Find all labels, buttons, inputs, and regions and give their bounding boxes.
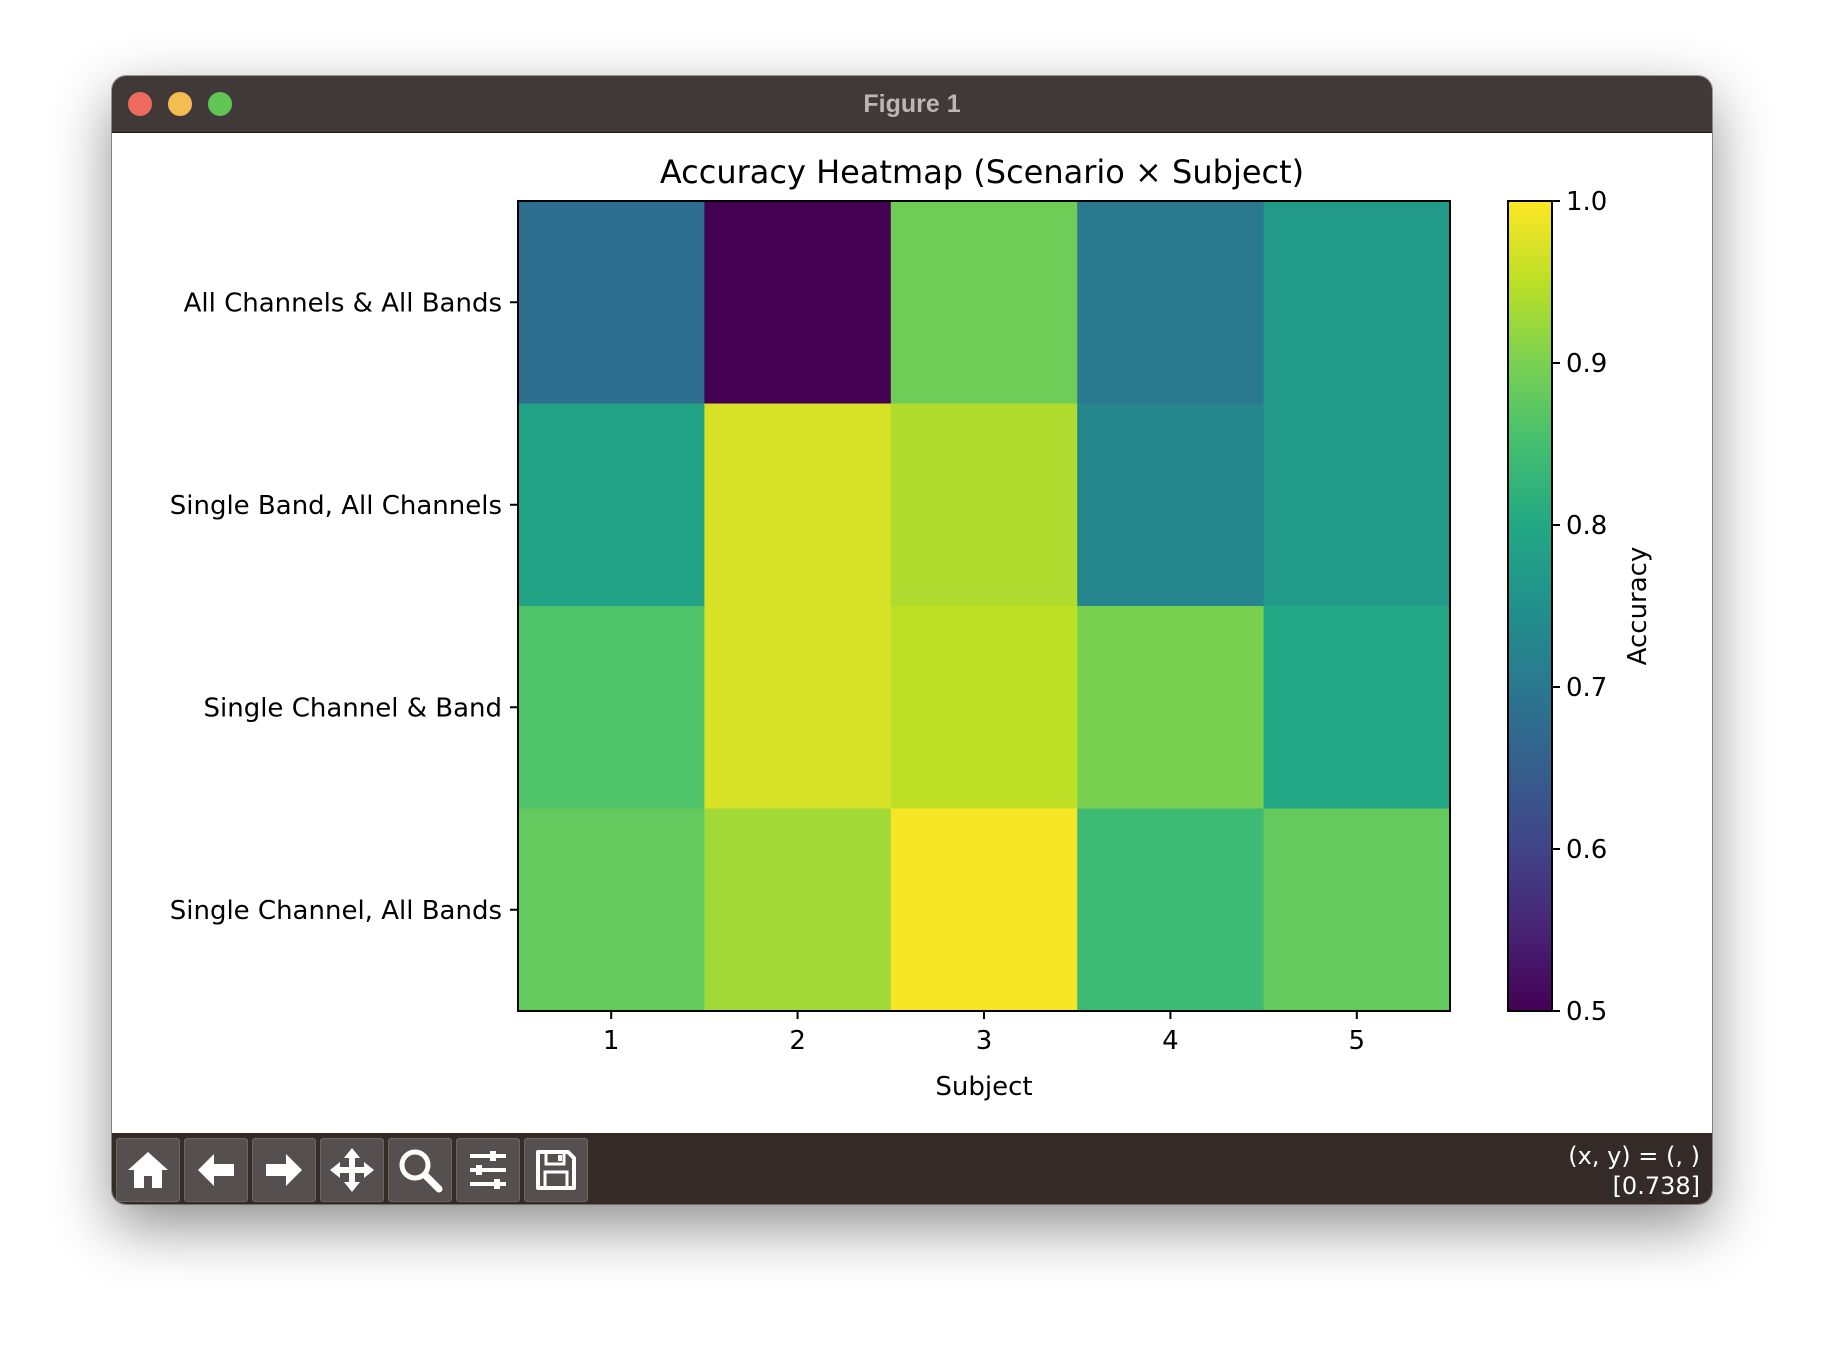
window-title: Figure 1	[863, 90, 961, 118]
coords-readout: (x, y) = (, )	[1568, 1142, 1700, 1170]
heatmap-cell[interactable]	[1077, 808, 1265, 1012]
home-icon	[128, 1152, 168, 1188]
forward-button[interactable]	[252, 1138, 316, 1202]
heatmap-cell[interactable]	[1077, 201, 1265, 404]
y-tick-label: Single Channel & Band	[204, 693, 503, 723]
close-window-button[interactable]	[128, 92, 152, 116]
arrow-right-icon	[266, 1154, 302, 1186]
heatmap-cell[interactable]	[1263, 403, 1451, 607]
figure-window: Figure 1 Accuracy Heatmap (Sc	[112, 76, 1712, 1204]
colorbar	[1507, 200, 1553, 1012]
heatmap-cell[interactable]	[704, 606, 892, 809]
zoom-button[interactable]	[388, 1138, 452, 1202]
colorbar-tick-label: 0.8	[1566, 511, 1607, 541]
floppy-disk-icon	[536, 1150, 576, 1190]
cursor-readout: (x, y) = (, ) [0.738]	[1568, 1141, 1700, 1201]
save-button[interactable]	[524, 1138, 588, 1202]
value-readout: [0.738]	[1612, 1172, 1700, 1200]
heatmap-cell[interactable]	[704, 403, 892, 607]
x-axis-label: Subject	[935, 1072, 1032, 1102]
heatmap-cell[interactable]	[890, 403, 1078, 607]
figure-canvas[interactable]: Accuracy Heatmap (Scenario × Subject) 1 2…	[112, 133, 1712, 1133]
move-icon	[330, 1148, 374, 1192]
heatmap-cell[interactable]	[1263, 606, 1451, 809]
heatmap-cell[interactable]	[890, 606, 1078, 809]
heatmap-cell[interactable]	[1077, 403, 1265, 607]
heatmap-chart[interactable]: Accuracy Heatmap (Scenario × Subject) 1 2…	[112, 133, 1712, 1133]
minimize-window-button[interactable]	[168, 92, 192, 116]
y-tick-label: Single Channel, All Bands	[170, 896, 502, 926]
x-tick-label: 2	[789, 1026, 806, 1056]
heatmap-cell[interactable]	[1077, 606, 1265, 809]
home-button[interactable]	[116, 1138, 180, 1202]
pan-button[interactable]	[320, 1138, 384, 1202]
colorbar-tick-label: 0.6	[1566, 835, 1607, 865]
y-tick-label: All Channels & All Bands	[184, 288, 502, 318]
title-bar[interactable]: Figure 1	[112, 76, 1712, 133]
x-tick-label: 5	[1349, 1026, 1366, 1056]
colorbar-tick-label: 0.5	[1566, 997, 1607, 1027]
heatmap-cell[interactable]	[704, 201, 892, 404]
x-tick-label: 4	[1162, 1026, 1179, 1056]
heatmap-cell[interactable]	[890, 808, 1078, 1012]
heatmap-cell[interactable]	[518, 201, 705, 404]
heatmap-cell[interactable]	[1263, 808, 1451, 1012]
navigation-toolbar: (x, y) = (, ) [0.738]	[112, 1133, 1712, 1204]
heatmap-cell[interactable]	[518, 403, 705, 607]
heatmap-cell[interactable]	[518, 808, 705, 1012]
magnifier-icon	[399, 1149, 443, 1193]
sliders-icon	[470, 1151, 506, 1189]
heatmap-cell[interactable]	[704, 808, 892, 1012]
maximize-window-button[interactable]	[208, 92, 232, 116]
y-tick-label: Single Band, All Channels	[170, 491, 502, 521]
arrow-left-icon	[198, 1154, 234, 1186]
colorbar-tick-label: 0.9	[1566, 349, 1607, 379]
heatmap-cell[interactable]	[518, 606, 705, 809]
chart-title: Accuracy Heatmap (Scenario × Subject)	[660, 153, 1304, 191]
heatmap-cell[interactable]	[1263, 201, 1451, 404]
configure-subplots-button[interactable]	[456, 1138, 520, 1202]
colorbar-label: Accuracy	[1623, 547, 1653, 666]
back-button[interactable]	[184, 1138, 248, 1202]
colorbar-tick-label: 1.0	[1566, 187, 1607, 217]
colorbar-tick-label: 0.7	[1566, 673, 1607, 703]
x-tick-label: 1	[603, 1026, 620, 1056]
x-tick-label: 3	[976, 1026, 993, 1056]
heatmap-cell[interactable]	[890, 201, 1078, 404]
